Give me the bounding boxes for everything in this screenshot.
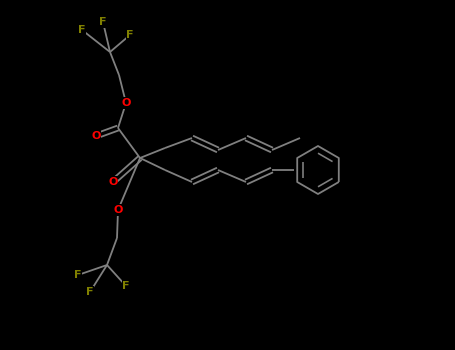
Text: F: F (126, 30, 134, 40)
Text: O: O (91, 131, 101, 141)
Text: F: F (86, 287, 94, 297)
Text: O: O (108, 177, 118, 187)
Text: O: O (121, 98, 131, 108)
Text: F: F (122, 281, 130, 291)
Text: F: F (74, 270, 82, 280)
Text: F: F (99, 17, 107, 27)
Text: O: O (113, 205, 123, 215)
Text: F: F (78, 25, 86, 35)
